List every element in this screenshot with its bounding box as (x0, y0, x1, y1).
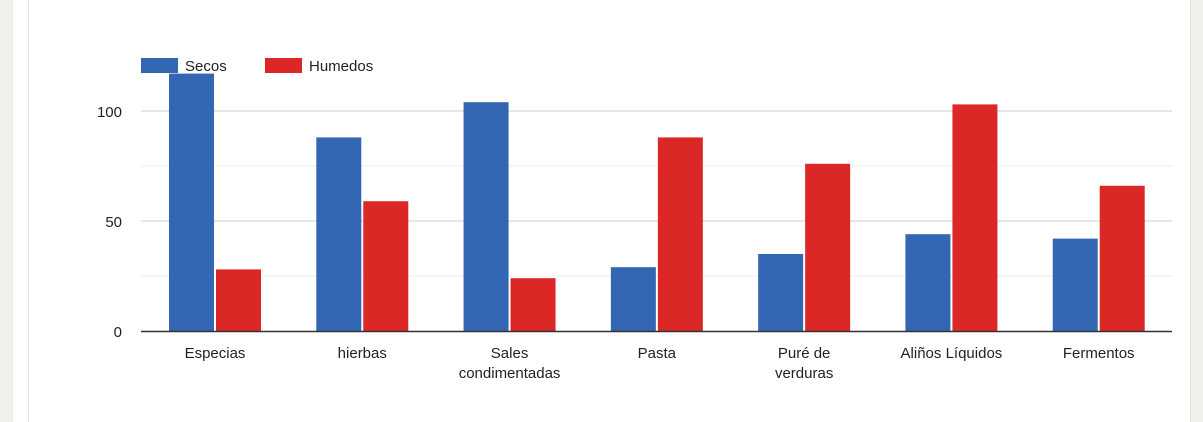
bar-secos-2 (463, 102, 509, 331)
page-side-strip-left (0, 0, 13, 422)
x-category-label: hierbas (338, 345, 387, 362)
x-category-label: condimentadas (459, 365, 561, 382)
bar-secos-6 (1052, 238, 1098, 331)
x-category-label: Puré de (778, 345, 831, 362)
x-category-label: verduras (775, 365, 833, 382)
bar-humedos-5 (952, 104, 998, 332)
y-tick-label: 0 (114, 324, 122, 341)
bar-secos-3 (610, 267, 656, 331)
bar-secos-1 (316, 137, 362, 331)
x-category-label: Aliños Líquidos (901, 345, 1003, 362)
bar-humedos-2 (510, 278, 556, 331)
legend-label-humedos: Humedos (309, 58, 373, 75)
x-category-label: Fermentos (1063, 345, 1135, 362)
page-side-border-left (28, 0, 29, 422)
bar-humedos-1 (363, 201, 409, 331)
bar-secos-4 (758, 254, 804, 331)
bar-secos-5 (905, 234, 951, 331)
bar-humedos-0 (216, 269, 261, 331)
y-tick-label: 100 (97, 104, 122, 121)
page-side-border-right (1190, 0, 1191, 422)
y-tick-label: 50 (105, 214, 122, 231)
legend-label-secos: Secos (185, 58, 227, 75)
legend-swatch-humedos (265, 58, 302, 73)
legend-swatch-secos (141, 58, 178, 73)
page-side-strip-right (1190, 0, 1203, 422)
bar-secos-0 (169, 73, 214, 331)
x-category-label: Sales (491, 345, 529, 362)
bar-humedos-3 (657, 137, 703, 331)
bar-humedos-6 (1099, 185, 1145, 331)
bar-humedos-4 (805, 163, 851, 331)
x-category-label: Especias (185, 345, 246, 362)
x-category-label: Pasta (638, 345, 677, 362)
